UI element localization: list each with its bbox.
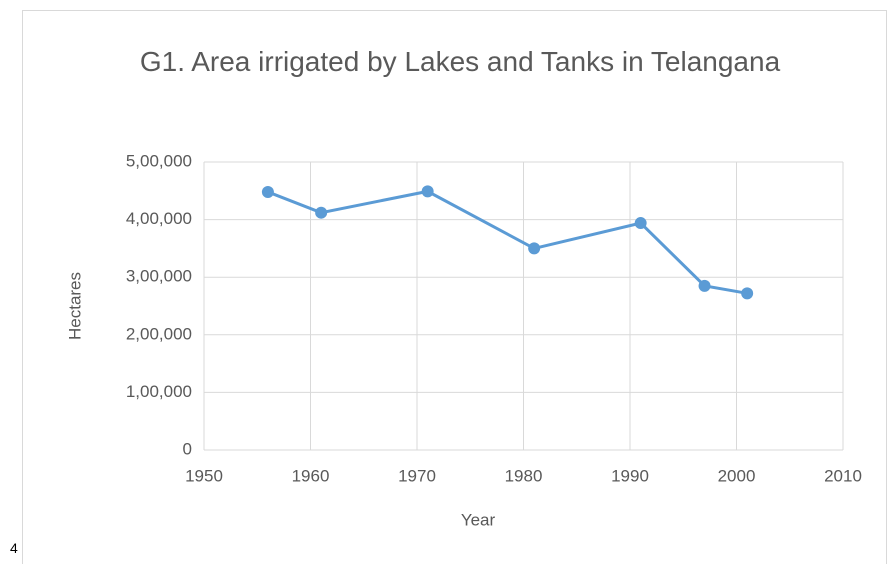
data-point xyxy=(634,217,647,230)
x-axis-label: Year xyxy=(461,510,496,529)
data-point xyxy=(528,242,541,255)
x-tick-label: 1990 xyxy=(611,466,649,485)
data-point xyxy=(261,185,274,198)
y-tick-label: 4,00,000 xyxy=(126,209,192,228)
data-point xyxy=(698,279,711,292)
chart-border xyxy=(22,10,887,564)
data-point xyxy=(315,206,328,219)
y-tick-label: 0 xyxy=(183,439,192,458)
chart-title: G1. Area irrigated by Lakes and Tanks in… xyxy=(139,46,781,77)
y-tick-label: 1,00,000 xyxy=(126,382,192,401)
x-tick-label: 1980 xyxy=(505,466,543,485)
data-point xyxy=(421,185,434,198)
data-point xyxy=(741,287,754,300)
x-tick-label: 2010 xyxy=(824,466,862,485)
y-tick-label: 3,00,000 xyxy=(126,267,192,286)
x-tick-label: 2000 xyxy=(718,466,756,485)
x-tick-label: 1960 xyxy=(292,466,330,485)
y-tick-label: 2,00,000 xyxy=(126,324,192,343)
x-tick-label: 1950 xyxy=(185,466,223,485)
page-number: 4 xyxy=(10,540,18,556)
y-axis-label: Hectares xyxy=(65,272,84,340)
x-tick-label: 1970 xyxy=(398,466,436,485)
data-line xyxy=(267,189,748,295)
y-tick-label: 5,00,000 xyxy=(126,151,192,170)
